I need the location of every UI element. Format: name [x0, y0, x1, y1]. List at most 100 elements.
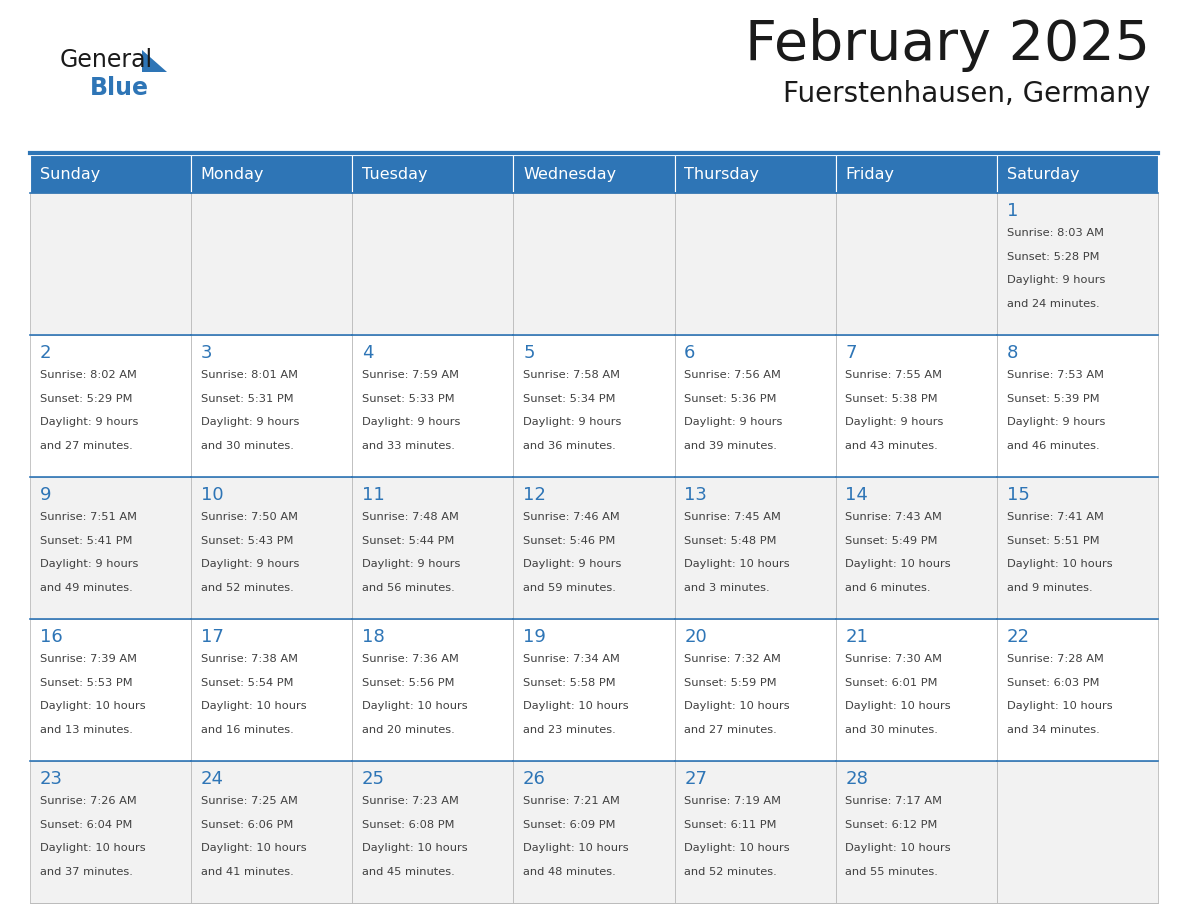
Bar — [191, 619, 353, 761]
Text: Daylight: 10 hours: Daylight: 10 hours — [684, 559, 790, 569]
Text: Sunrise: 7:19 AM: Sunrise: 7:19 AM — [684, 797, 782, 807]
Bar — [997, 619, 1158, 761]
Text: Friday: Friday — [846, 166, 895, 182]
Text: and 46 minutes.: and 46 minutes. — [1006, 441, 1099, 451]
Bar — [353, 335, 513, 477]
Text: and 55 minutes.: and 55 minutes. — [846, 867, 939, 877]
Text: Sunset: 5:34 PM: Sunset: 5:34 PM — [523, 394, 615, 404]
Text: Sunrise: 8:03 AM: Sunrise: 8:03 AM — [1006, 229, 1104, 239]
Text: and 56 minutes.: and 56 minutes. — [362, 583, 455, 593]
Bar — [835, 155, 997, 193]
Text: 5: 5 — [523, 343, 535, 362]
Text: Sunrise: 7:48 AM: Sunrise: 7:48 AM — [362, 512, 459, 522]
Text: 19: 19 — [523, 628, 546, 645]
Text: Sunrise: 7:39 AM: Sunrise: 7:39 AM — [39, 655, 137, 665]
Text: Sunrise: 8:02 AM: Sunrise: 8:02 AM — [39, 371, 137, 380]
Text: and 52 minutes.: and 52 minutes. — [684, 867, 777, 877]
Bar — [835, 619, 997, 761]
Text: Sunset: 5:51 PM: Sunset: 5:51 PM — [1006, 536, 1099, 546]
Text: Daylight: 10 hours: Daylight: 10 hours — [201, 844, 307, 854]
Text: Sunrise: 7:41 AM: Sunrise: 7:41 AM — [1006, 512, 1104, 522]
Text: Daylight: 9 hours: Daylight: 9 hours — [201, 559, 299, 569]
Bar — [675, 335, 835, 477]
Text: and 37 minutes.: and 37 minutes. — [39, 867, 133, 877]
Text: Daylight: 9 hours: Daylight: 9 hours — [523, 559, 621, 569]
Text: and 20 minutes.: and 20 minutes. — [362, 725, 455, 734]
Bar — [191, 761, 353, 903]
Text: Sunrise: 7:53 AM: Sunrise: 7:53 AM — [1006, 371, 1104, 380]
Text: Daylight: 10 hours: Daylight: 10 hours — [1006, 701, 1112, 711]
Text: Sunset: 5:44 PM: Sunset: 5:44 PM — [362, 536, 454, 546]
Text: General: General — [61, 48, 153, 72]
Text: Sunset: 6:11 PM: Sunset: 6:11 PM — [684, 820, 777, 830]
Bar — [513, 193, 675, 335]
Text: Sunset: 5:56 PM: Sunset: 5:56 PM — [362, 677, 455, 688]
Text: 7: 7 — [846, 343, 857, 362]
Bar — [675, 477, 835, 619]
Text: Daylight: 10 hours: Daylight: 10 hours — [39, 844, 145, 854]
Text: Sunrise: 7:50 AM: Sunrise: 7:50 AM — [201, 512, 298, 522]
Text: Sunrise: 8:01 AM: Sunrise: 8:01 AM — [201, 371, 298, 380]
Text: and 34 minutes.: and 34 minutes. — [1006, 725, 1099, 734]
Text: 22: 22 — [1006, 628, 1030, 645]
Text: Tuesday: Tuesday — [362, 166, 428, 182]
Text: Monday: Monday — [201, 166, 264, 182]
Text: Daylight: 10 hours: Daylight: 10 hours — [846, 844, 952, 854]
Text: Sunrise: 7:58 AM: Sunrise: 7:58 AM — [523, 371, 620, 380]
Text: Sunrise: 7:21 AM: Sunrise: 7:21 AM — [523, 797, 620, 807]
Text: 9: 9 — [39, 486, 51, 503]
Text: 25: 25 — [362, 769, 385, 788]
Text: Sunset: 5:31 PM: Sunset: 5:31 PM — [201, 394, 293, 404]
Bar — [835, 193, 997, 335]
Text: Daylight: 9 hours: Daylight: 9 hours — [39, 418, 138, 428]
Text: Sunrise: 7:56 AM: Sunrise: 7:56 AM — [684, 371, 782, 380]
Text: Sunset: 5:29 PM: Sunset: 5:29 PM — [39, 394, 132, 404]
Bar — [30, 761, 191, 903]
Text: and 33 minutes.: and 33 minutes. — [362, 441, 455, 451]
Text: Sunset: 5:43 PM: Sunset: 5:43 PM — [201, 536, 293, 546]
Text: 18: 18 — [362, 628, 385, 645]
Text: Daylight: 9 hours: Daylight: 9 hours — [39, 559, 138, 569]
Text: Daylight: 9 hours: Daylight: 9 hours — [362, 559, 460, 569]
Text: Sunset: 5:28 PM: Sunset: 5:28 PM — [1006, 252, 1099, 262]
Text: 1: 1 — [1006, 202, 1018, 219]
Text: Daylight: 9 hours: Daylight: 9 hours — [684, 418, 783, 428]
Bar — [675, 761, 835, 903]
Text: and 24 minutes.: and 24 minutes. — [1006, 298, 1099, 308]
Bar — [997, 761, 1158, 903]
Text: Sunset: 6:06 PM: Sunset: 6:06 PM — [201, 820, 293, 830]
Bar — [997, 335, 1158, 477]
Text: Sunrise: 7:51 AM: Sunrise: 7:51 AM — [39, 512, 137, 522]
Bar — [675, 193, 835, 335]
Text: 21: 21 — [846, 628, 868, 645]
Bar — [30, 155, 191, 193]
Text: Sunrise: 7:34 AM: Sunrise: 7:34 AM — [523, 655, 620, 665]
Text: and 45 minutes.: and 45 minutes. — [362, 867, 455, 877]
Text: Daylight: 9 hours: Daylight: 9 hours — [201, 418, 299, 428]
Text: 26: 26 — [523, 769, 546, 788]
Bar — [30, 619, 191, 761]
Text: Sunrise: 7:46 AM: Sunrise: 7:46 AM — [523, 512, 620, 522]
Text: 12: 12 — [523, 486, 546, 503]
Text: Sunset: 6:01 PM: Sunset: 6:01 PM — [846, 677, 937, 688]
Text: Daylight: 10 hours: Daylight: 10 hours — [362, 701, 468, 711]
Bar — [353, 193, 513, 335]
Text: Daylight: 10 hours: Daylight: 10 hours — [684, 844, 790, 854]
Text: Sunday: Sunday — [39, 166, 100, 182]
Text: 27: 27 — [684, 769, 707, 788]
Text: Daylight: 9 hours: Daylight: 9 hours — [1006, 275, 1105, 285]
Text: Daylight: 10 hours: Daylight: 10 hours — [846, 701, 952, 711]
Text: and 13 minutes.: and 13 minutes. — [39, 725, 133, 734]
Bar — [191, 335, 353, 477]
Bar — [353, 155, 513, 193]
Text: 10: 10 — [201, 486, 223, 503]
Text: 3: 3 — [201, 343, 213, 362]
Text: 24: 24 — [201, 769, 223, 788]
Bar — [191, 477, 353, 619]
Text: Sunset: 6:12 PM: Sunset: 6:12 PM — [846, 820, 937, 830]
Text: Sunrise: 7:25 AM: Sunrise: 7:25 AM — [201, 797, 298, 807]
Text: and 23 minutes.: and 23 minutes. — [523, 725, 615, 734]
Text: 13: 13 — [684, 486, 707, 503]
Text: Wednesday: Wednesday — [523, 166, 617, 182]
Text: 14: 14 — [846, 486, 868, 503]
